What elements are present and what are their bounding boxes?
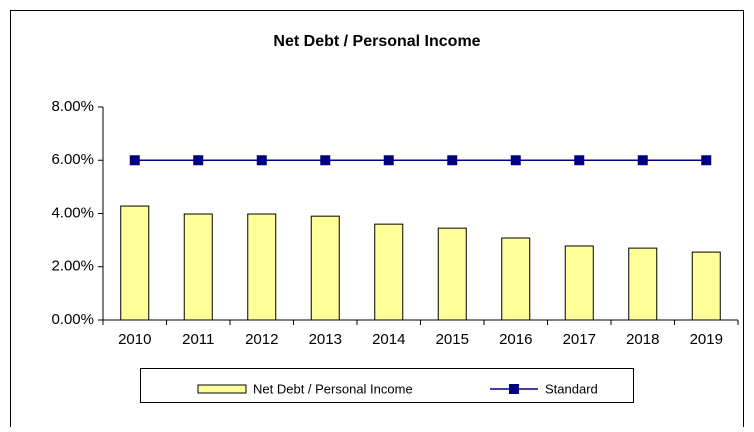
- marker: [574, 155, 585, 166]
- x-tick-label: 2013: [309, 331, 342, 348]
- y-tick-label: 0.00%: [51, 311, 94, 328]
- bar: [374, 223, 404, 321]
- bar: [183, 213, 213, 321]
- bar: [501, 237, 531, 321]
- marker: [193, 155, 204, 166]
- marker: [256, 155, 267, 166]
- x-tick-label: 2019: [690, 331, 723, 348]
- x-tick-label: 2017: [563, 331, 596, 348]
- bar: [120, 205, 150, 321]
- marker: [320, 155, 331, 166]
- x-tick-label: 2016: [499, 331, 532, 348]
- legend-label: Net Debt / Personal Income: [253, 381, 413, 396]
- x-tick-label: 2014: [372, 331, 405, 348]
- bar: [691, 251, 721, 321]
- marker: [129, 155, 140, 166]
- marker: [510, 155, 521, 166]
- bar: [564, 245, 594, 321]
- marker: [383, 155, 394, 166]
- y-tick-label: 2.00%: [51, 258, 94, 275]
- marker: [701, 155, 712, 166]
- marker: [447, 155, 458, 166]
- bar: [247, 213, 277, 321]
- x-tick-label: 2010: [118, 331, 151, 348]
- bar: [310, 215, 340, 321]
- legend-swatch: [197, 384, 247, 394]
- legend-label: Standard: [545, 381, 598, 396]
- x-tick-label: 2011: [182, 331, 214, 348]
- x-tick-label: 2018: [626, 331, 659, 348]
- y-tick-label: 4.00%: [51, 204, 94, 221]
- y-tick-label: 8.00%: [51, 98, 94, 115]
- y-tick-label: 6.00%: [51, 151, 94, 168]
- bar: [437, 227, 467, 321]
- x-tick-label: 2015: [436, 331, 469, 348]
- legend-marker: [509, 384, 519, 394]
- marker: [637, 155, 648, 166]
- x-tick-label: 2012: [245, 331, 278, 348]
- bar: [628, 247, 658, 321]
- chart-title: Net Debt / Personal Income: [273, 33, 480, 50]
